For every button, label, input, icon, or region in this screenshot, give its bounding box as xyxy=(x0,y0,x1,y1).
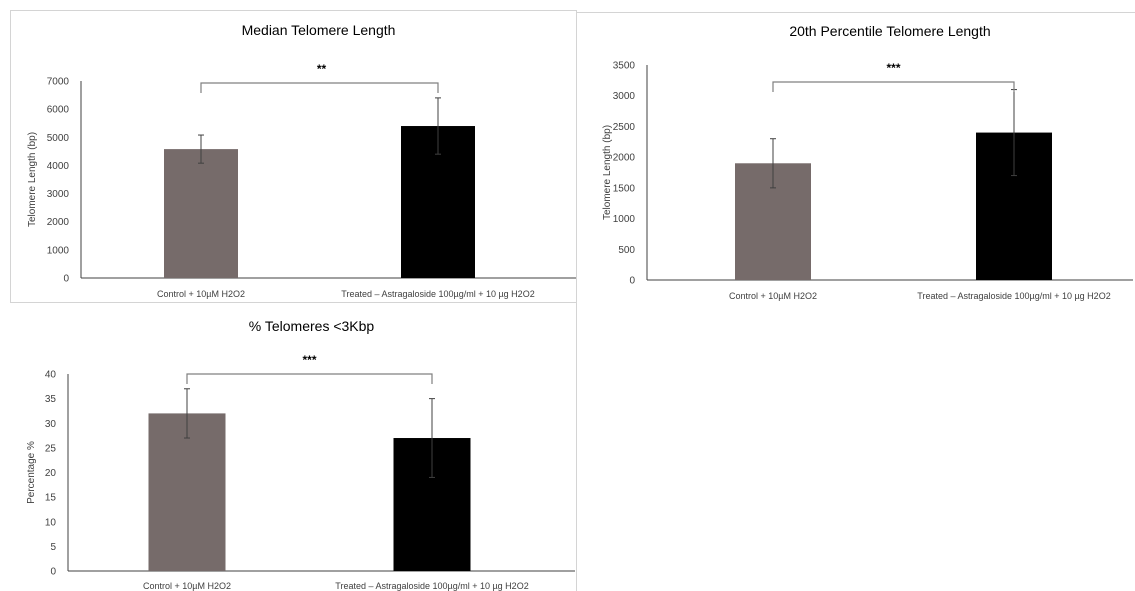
significance-bracket xyxy=(186,373,433,384)
significance-label: ** xyxy=(317,62,327,76)
chart-title: % Telomeres <3Kbp xyxy=(249,318,375,334)
y-tick-label: 15 xyxy=(45,493,57,504)
y-tick-label: 2000 xyxy=(613,153,636,164)
y-tick-label: 4000 xyxy=(47,161,70,172)
y-tick-label: 1000 xyxy=(613,214,636,225)
y-tick-label: 20 xyxy=(45,468,57,479)
y-tick-label: 7000 xyxy=(47,77,70,88)
chart-panel-median: Median Telomere Length 0 1000 2000 3000 4000 5… xyxy=(10,10,577,303)
y-tick-label: 5 xyxy=(50,542,56,553)
y-axis-title: Percentage % xyxy=(26,441,37,504)
x-category-label: Treated – Astragaloside 100µg/ml + 10 µg… xyxy=(341,289,534,299)
y-tick-label: 3500 xyxy=(613,61,636,72)
chart-20th-percentile-telomere-length: 20th Percentile Telomere Length 0 500 1000 1… xyxy=(602,23,1133,301)
chart-title: Median Telomere Length xyxy=(242,22,396,38)
y-tick-label: 30 xyxy=(45,419,57,430)
y-tick-label: 10 xyxy=(45,517,57,528)
y-tick-label: 500 xyxy=(618,245,635,256)
y-tick-label: 25 xyxy=(45,443,57,454)
y-tick-label: 35 xyxy=(45,394,57,405)
y-tick-label: 5000 xyxy=(47,133,70,144)
y-tick-label: 6000 xyxy=(47,105,70,116)
chart-median-telomere-length: Median Telomere Length 0 1000 2000 3000 4000 5… xyxy=(27,22,576,299)
bar xyxy=(148,413,226,571)
bar xyxy=(164,149,238,278)
y-tick-label: 3000 xyxy=(613,91,636,102)
y-tick-label: 3000 xyxy=(47,189,70,200)
chart-title: 20th Percentile Telomere Length xyxy=(789,23,990,39)
y-tick-label: 1000 xyxy=(47,245,70,256)
chart-panel-percent-short: % Telomeres <3Kbp 0 5 10 15 20 25 30 35 40 Percent… xyxy=(10,303,577,591)
x-category-label: Treated – Astragaloside 100µg/ml + 10 µg… xyxy=(335,581,528,591)
y-tick-label: 0 xyxy=(629,276,635,287)
y-tick-label: 1500 xyxy=(613,183,636,194)
x-category-label: Treated – Astragaloside 100µg/ml + 10 µg… xyxy=(917,291,1110,301)
significance-label: *** xyxy=(302,353,316,367)
y-tick-label: 2000 xyxy=(47,217,70,228)
y-tick-label: 2500 xyxy=(613,122,636,133)
y-tick-label: 0 xyxy=(50,567,56,578)
y-axis-title: Telomere Length (bp) xyxy=(602,125,613,220)
x-category-label: Control + 10µM H2O2 xyxy=(157,289,245,299)
significance-bracket xyxy=(772,81,1015,92)
x-category-label: Control + 10µM H2O2 xyxy=(143,581,231,591)
significance-label: *** xyxy=(886,61,900,75)
y-tick-label: 40 xyxy=(45,370,57,381)
y-axis-title: Telomere Length (bp) xyxy=(27,132,38,227)
x-category-label: Control + 10µM H2O2 xyxy=(729,291,817,301)
chart-percent-telomeres-under-3kbp: % Telomeres <3Kbp 0 5 10 15 20 25 30 35 40 Percent… xyxy=(26,318,575,591)
chart-panel-20th-percentile: 20th Percentile Telomere Length 0 500 1000 1… xyxy=(577,12,1135,303)
significance-bracket xyxy=(200,82,439,93)
y-tick-label: 0 xyxy=(63,274,69,285)
